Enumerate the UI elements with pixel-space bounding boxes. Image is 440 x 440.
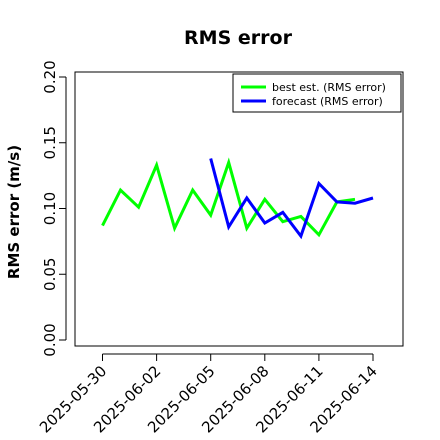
plot-frame (74, 71, 404, 347)
y-axis-label: RMS error (m/s) (5, 145, 23, 279)
legend: best est. (RMS error) forecast (RMS erro… (232, 73, 402, 113)
legend-label-best-est: best est. (RMS error) (272, 81, 386, 94)
y-tick-label: 0.15 (41, 126, 59, 159)
series-line-best-est (101, 157, 356, 238)
x-axis: 2025-05-302025-06-022025-06-052025-06-08… (36, 353, 381, 436)
y-axis: 0.00 0.05 0.10 0.15 0.20 (41, 60, 67, 357)
y-tick-label: 0.05 (41, 258, 59, 291)
y-tick-label: 0.20 (41, 60, 59, 93)
series-line-forecast (209, 158, 374, 240)
y-tick-label: 0.00 (41, 323, 59, 356)
legend-label-forecast: forecast (RMS error) (272, 95, 383, 108)
chart-title: RMS error (184, 27, 293, 49)
legend-box (232, 73, 402, 113)
series-layer (101, 157, 374, 240)
y-tick-label: 0.10 (41, 192, 59, 225)
